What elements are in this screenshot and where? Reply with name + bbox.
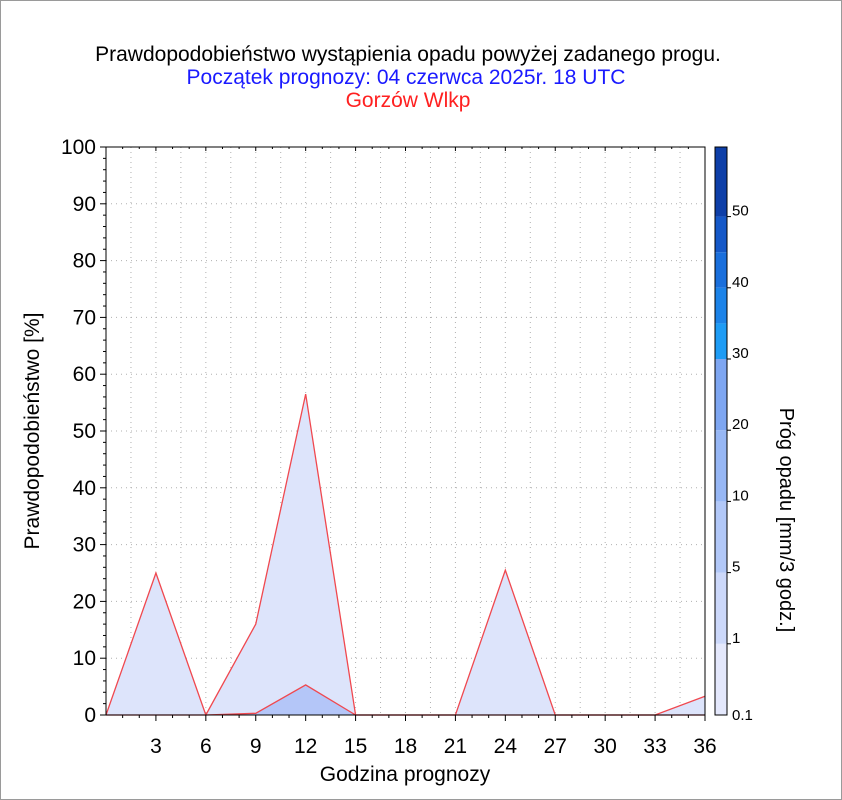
- x-axis-label: Godzina prognozy: [320, 763, 491, 786]
- colorbar-tick-label: 10: [732, 487, 749, 504]
- colorbar-segment: [715, 147, 727, 217]
- plot-background: [106, 147, 705, 715]
- y-tick-label: 10: [73, 647, 96, 670]
- colorbar-border: [714, 146, 728, 716]
- colorbar-tick-label: 5: [732, 559, 740, 576]
- y-tick-label: 100: [61, 136, 96, 159]
- colorbar-segment: [715, 287, 727, 324]
- x-tick-label: 6: [200, 735, 212, 758]
- y-axis-label: Prawdopodobieństwo [%]: [21, 313, 44, 550]
- series-area-0: [106, 394, 705, 715]
- colorbar-tick-label: 50: [732, 203, 749, 220]
- x-tick-label: 36: [693, 735, 716, 758]
- colorbar-tick-label: 1: [732, 630, 740, 647]
- chart-subtitle: Początek prognozy: 04 czerwca 2025r. 18 …: [187, 66, 626, 89]
- colorbar-segment: [715, 501, 727, 573]
- colorbar-label: Próg opadu [mm/3 godz.]: [775, 408, 797, 633]
- y-tick-label: 90: [73, 193, 96, 216]
- y-tick-label: 0: [84, 704, 96, 727]
- chart-location: Gorzów Wlkp: [346, 89, 471, 112]
- colorbar-segment: [715, 572, 727, 644]
- colorbar-segment: [715, 359, 727, 431]
- x-tick-label: 12: [294, 735, 317, 758]
- colorbar-segment: [715, 430, 727, 502]
- colorbar-segment: [715, 252, 727, 288]
- y-tick-label: 60: [73, 363, 96, 386]
- colorbar-tick-label: 0.1: [732, 707, 753, 724]
- x-tick-label: 21: [444, 735, 467, 758]
- colorbar-segment: [715, 216, 727, 253]
- x-tick-label: 33: [643, 735, 666, 758]
- y-tick-label: 70: [73, 306, 96, 329]
- colorbar-tick-label: 40: [732, 274, 749, 291]
- x-tick-label: 27: [544, 735, 567, 758]
- x-tick-label: 24: [494, 735, 518, 758]
- y-tick-label: 50: [73, 420, 96, 443]
- x-tick-label: 15: [344, 735, 367, 758]
- colorbar-segment: [715, 643, 727, 715]
- y-tick-label: 30: [73, 534, 96, 557]
- y-tick-label: 80: [73, 250, 96, 273]
- chart-title: Prawdopodobieństwo wystąpienia opadu pow…: [95, 43, 721, 66]
- x-tick-label: 18: [394, 735, 417, 758]
- colorbar-segment: [715, 323, 727, 359]
- colorbar-tick-label: 20: [732, 416, 749, 433]
- x-tick-label: 30: [593, 735, 616, 758]
- colorbar-tick-label: 30: [732, 345, 749, 362]
- y-tick-label: 20: [73, 590, 96, 613]
- x-tick-label: 3: [150, 735, 162, 758]
- x-tick-label: 9: [250, 735, 262, 758]
- y-tick-label: 40: [73, 477, 96, 500]
